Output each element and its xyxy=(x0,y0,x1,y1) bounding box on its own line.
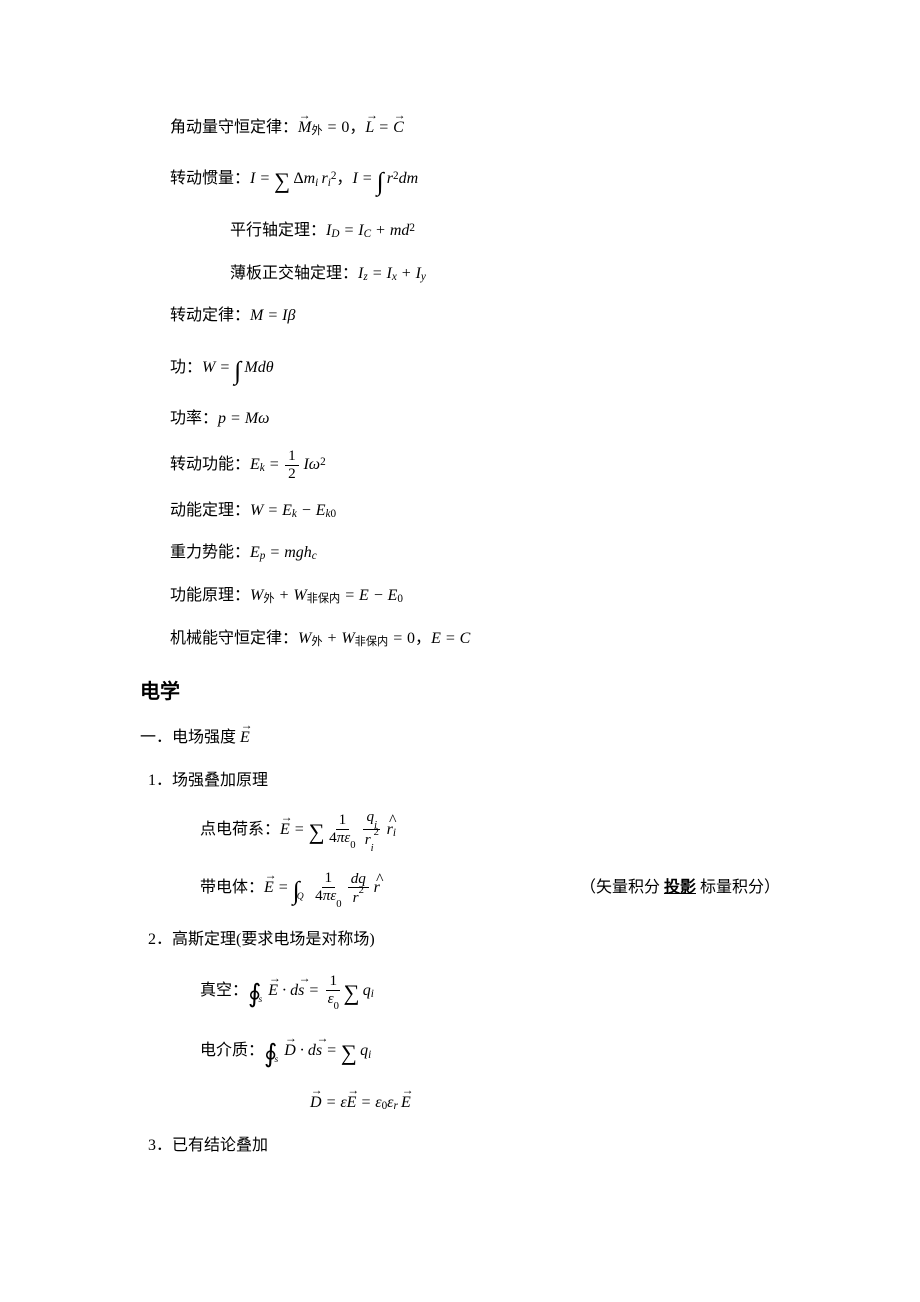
sub-num-gauss: 2． xyxy=(148,926,172,955)
subheading-known-results: 3． 已有结论叠加 xyxy=(140,1132,780,1161)
note-right-text: 标量积分） xyxy=(700,879,780,896)
eq-ke: Ek = 12 Iω2 xyxy=(250,448,326,482)
sub-num-known: 3． xyxy=(148,1132,172,1161)
eq-charged-body: E = ∫Q 14πε0 dqr2 r xyxy=(264,866,380,912)
sub-label: 场强叠加原理 xyxy=(172,767,268,796)
eq-gauss-vacuum: ∮s E · ds = 1ε0 ∑ qi xyxy=(248,969,374,1015)
subheading-superposition: 1． 场强叠加原理 xyxy=(140,767,780,796)
sub-label-known: 已有结论叠加 xyxy=(172,1132,268,1161)
eq-pe: Ep = mghc xyxy=(250,539,317,568)
label-moi: 转动惯量： xyxy=(170,165,250,194)
label-work-energy: 动能定理： xyxy=(170,497,250,526)
separator: ， xyxy=(415,625,431,654)
note-left: （矢量积分 xyxy=(580,879,660,896)
separator: ， xyxy=(336,165,352,194)
eq-work: W = ∫ Mdθ xyxy=(202,345,274,391)
label-gauss-vacuum: 真空： xyxy=(200,977,248,1006)
eq-moi-1: I = ∑ Δmi ri2 xyxy=(250,160,336,200)
eq-perp-axis: Iz = Ix + Iy xyxy=(358,260,426,289)
eq-d-relation: D = εE = ε0εr E xyxy=(310,1089,411,1118)
label-rotation-law: 转动定律： xyxy=(170,302,250,331)
eq-work-energy: W = Ek − Ek0 xyxy=(250,497,336,526)
subheading-gauss: 2． 高斯定理(要求电场是对称场) xyxy=(140,926,780,955)
eq-angular-momentum-1: M外 = 0 xyxy=(298,114,349,143)
label-pe: 重力势能： xyxy=(170,539,250,568)
label-parallel-axis: 平行轴定理： xyxy=(230,217,326,246)
label-perp-axis: 薄板正交轴定理： xyxy=(230,260,358,289)
line-perp-axis: 薄板正交轴定理： Iz = Ix + Iy xyxy=(140,260,780,289)
eq-power: p = Mω xyxy=(218,405,269,434)
line-work-energy: 动能定理： W = Ek − Ek0 xyxy=(140,497,780,526)
eq-moi-2: I = ∫ r2dm xyxy=(352,157,418,203)
heading-efield: 一． 电场强度 E xyxy=(140,724,780,753)
eq-mech-cons-2: E = C xyxy=(431,625,470,654)
line-potential-energy: 重力势能： Ep = mghc xyxy=(140,539,780,568)
line-gauss-dielectric: 电介质： ∮s D · ds = ∑ qi xyxy=(140,1029,780,1075)
line-charged-body: 带电体： E = ∫Q 14πε0 dqr2 r （矢量积分投影标量积分） xyxy=(140,866,780,912)
label-ke: 转动功能： xyxy=(170,451,250,480)
label-angular-momentum: 角动量守恒定律： xyxy=(170,114,298,143)
heading-num: 一． xyxy=(140,724,172,753)
section-title-electricity: 电学 xyxy=(140,674,780,710)
eq-angular-momentum-2: L = C xyxy=(365,114,403,143)
eq-point-charges: E = ∑ 14πε0 qiri2 ri xyxy=(280,809,396,852)
label-mech-cons: 机械能守恒定律： xyxy=(170,625,298,654)
label-gauss-dielectric: 电介质： xyxy=(200,1037,264,1066)
line-moment-of-inertia: 转动惯量： I = ∑ Δmi ri2 ， I = ∫ r2dm xyxy=(140,157,780,203)
separator: ， xyxy=(349,114,365,143)
line-power: 功率： p = Mω xyxy=(140,405,780,434)
sub-label-gauss: 高斯定理(要求电场是对称场) xyxy=(172,926,375,955)
line-d-relation: D = εE = ε0εr E xyxy=(140,1089,780,1118)
label-function-energy: 功能原理： xyxy=(170,582,250,611)
label-power: 功率： xyxy=(170,405,218,434)
line-rotation-law: 转动定律： M = Iβ xyxy=(140,302,780,331)
note-middle: 投影 xyxy=(660,879,700,896)
sub-num: 1． xyxy=(148,767,172,796)
line-point-charges: 点电荷系： E = ∑ 14πε0 qiri2 ri xyxy=(140,809,780,852)
label-charged-body: 带电体： xyxy=(200,874,264,903)
line-kinetic-energy: 转动功能： Ek = 12 Iω2 xyxy=(140,448,780,482)
eq-function-energy: W外 + W非保内 = E − E0 xyxy=(250,582,403,611)
physics-formula-page: 角动量守恒定律： M外 = 0 ， L = C 转动惯量： I = ∑ Δmi … xyxy=(0,0,920,1254)
line-mech-energy-cons: 机械能守恒定律： W外 + W非保内 = 0 ， E = C xyxy=(140,625,780,654)
line-work: 功： W = ∫ Mdθ xyxy=(140,345,780,391)
eq-gauss-dielectric: ∮s D · ds = ∑ qi xyxy=(264,1029,371,1075)
heading-symbol: E xyxy=(236,724,250,753)
label-work: 功： xyxy=(170,354,202,383)
line-function-energy: 功能原理： W外 + W非保内 = E − E0 xyxy=(140,582,780,611)
eq-parallel-axis: ID = IC + md2 xyxy=(326,217,415,246)
eq-rotation-law: M = Iβ xyxy=(250,302,295,331)
line-angular-momentum: 角动量守恒定律： M外 = 0 ， L = C xyxy=(140,114,780,143)
line-parallel-axis: 平行轴定理： ID = IC + md2 xyxy=(140,217,780,246)
heading-label: 电场强度 xyxy=(172,724,236,753)
label-point-charges: 点电荷系： xyxy=(200,816,280,845)
eq-mech-cons-1: W外 + W非保内 = 0 xyxy=(298,625,415,654)
note-vector-to-scalar: （矢量积分投影标量积分） xyxy=(540,874,780,903)
line-gauss-vacuum: 真空： ∮s E · ds = 1ε0 ∑ qi xyxy=(140,969,780,1015)
